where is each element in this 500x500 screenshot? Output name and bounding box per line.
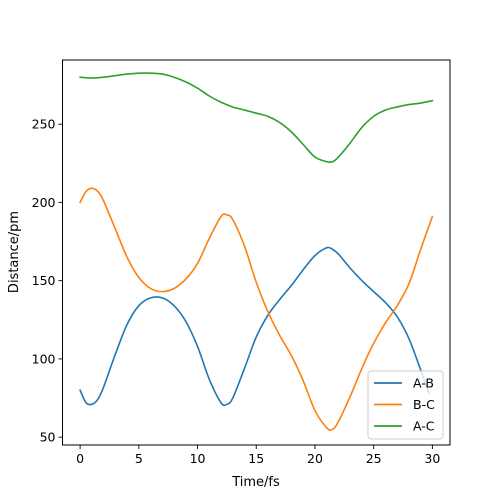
y-tick-label: 100: [32, 351, 56, 366]
series-line-a-c: [79, 72, 434, 164]
series-line-b-c: [79, 187, 434, 431]
x-tick-label: 20: [307, 451, 323, 466]
y-ticks: 50 100 150 200 250: [32, 117, 63, 445]
legend-label-b-c: B-C: [413, 397, 435, 412]
legend: A-B B-C A-C: [367, 370, 444, 440]
x-ticks: 0 5 10 15 20 25 30: [76, 445, 440, 466]
legend-box: [367, 370, 444, 440]
y-tick-label: 200: [32, 195, 56, 210]
x-tick-label: 5: [135, 451, 143, 466]
x-tick-label: 30: [424, 451, 440, 466]
legend-label-a-b: A-B: [413, 376, 434, 391]
y-tick-label: 250: [32, 117, 56, 132]
y-tick-label: 150: [32, 273, 56, 288]
x-tick-label: 0: [76, 451, 84, 466]
series-line-a-b: [79, 246, 430, 407]
series-layer: [79, 72, 434, 431]
x-tick-label: 15: [248, 451, 264, 466]
y-tick-label: 50: [40, 430, 56, 445]
legend-label-a-c: A-C: [413, 419, 435, 434]
y-axis-label: Distance/pm: [7, 211, 22, 293]
x-tick-label: 10: [190, 451, 206, 466]
x-axis-label: Time/fs: [231, 475, 280, 490]
x-tick-label: 25: [366, 451, 382, 466]
legend-items: A-B B-C A-C: [374, 376, 435, 434]
